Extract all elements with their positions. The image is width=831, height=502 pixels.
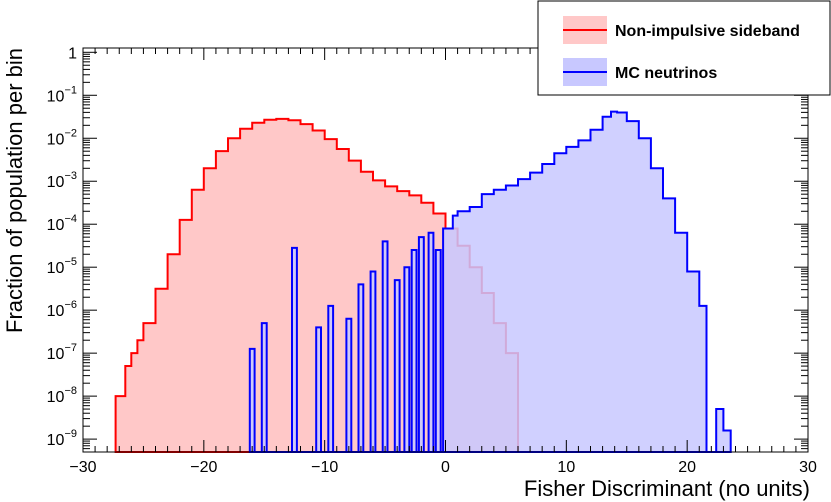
x-tick-label: −30 bbox=[69, 459, 96, 476]
y-tick-label: 10−1 bbox=[47, 84, 77, 105]
y-tick-label: 10−6 bbox=[47, 299, 77, 320]
x-tick-label: −20 bbox=[190, 459, 217, 476]
x-tick-label: 10 bbox=[557, 459, 575, 476]
x-axis-title: Fisher Discriminant (no units) bbox=[524, 476, 810, 501]
labels-layer: −30 −20 −10 0 10 20 30 1 10−1 10−2 10−3 10−4 10−5 10−… bbox=[47, 45, 817, 476]
legend: Non-impulsive sideband MC neutrinos bbox=[537, 0, 831, 96]
y-tick-label: 10−8 bbox=[47, 385, 77, 406]
ticks-layer bbox=[82, 48, 809, 452]
y-tick-label: 10−2 bbox=[47, 127, 77, 148]
x-tick-label: −10 bbox=[311, 459, 338, 476]
y-tick-label: 1 bbox=[68, 45, 77, 62]
y-tick-label: 10−4 bbox=[47, 213, 77, 234]
x-tick-label: 0 bbox=[441, 459, 450, 476]
x-tick-label: 30 bbox=[799, 459, 817, 476]
y-tick-label: 10−7 bbox=[47, 342, 77, 363]
y-tick-label: 10−9 bbox=[47, 428, 77, 449]
legend-entry-mc-neutrinos: MC neutrinos bbox=[563, 58, 717, 86]
y-tick-label: 10−3 bbox=[47, 170, 77, 191]
x-tick-label: 20 bbox=[678, 459, 696, 476]
legend-label: MC neutrinos bbox=[615, 65, 717, 82]
legend-entry-non-impulsive-sideband: Non-impulsive sideband bbox=[563, 16, 800, 44]
y-axis-title: Fraction of population per bin bbox=[2, 48, 27, 333]
series-layer bbox=[114, 110, 732, 453]
y-tick-label: 10−5 bbox=[47, 256, 77, 277]
series-mc-neutrinos-area bbox=[249, 111, 731, 452]
legend-label: Non-impulsive sideband bbox=[615, 23, 800, 40]
